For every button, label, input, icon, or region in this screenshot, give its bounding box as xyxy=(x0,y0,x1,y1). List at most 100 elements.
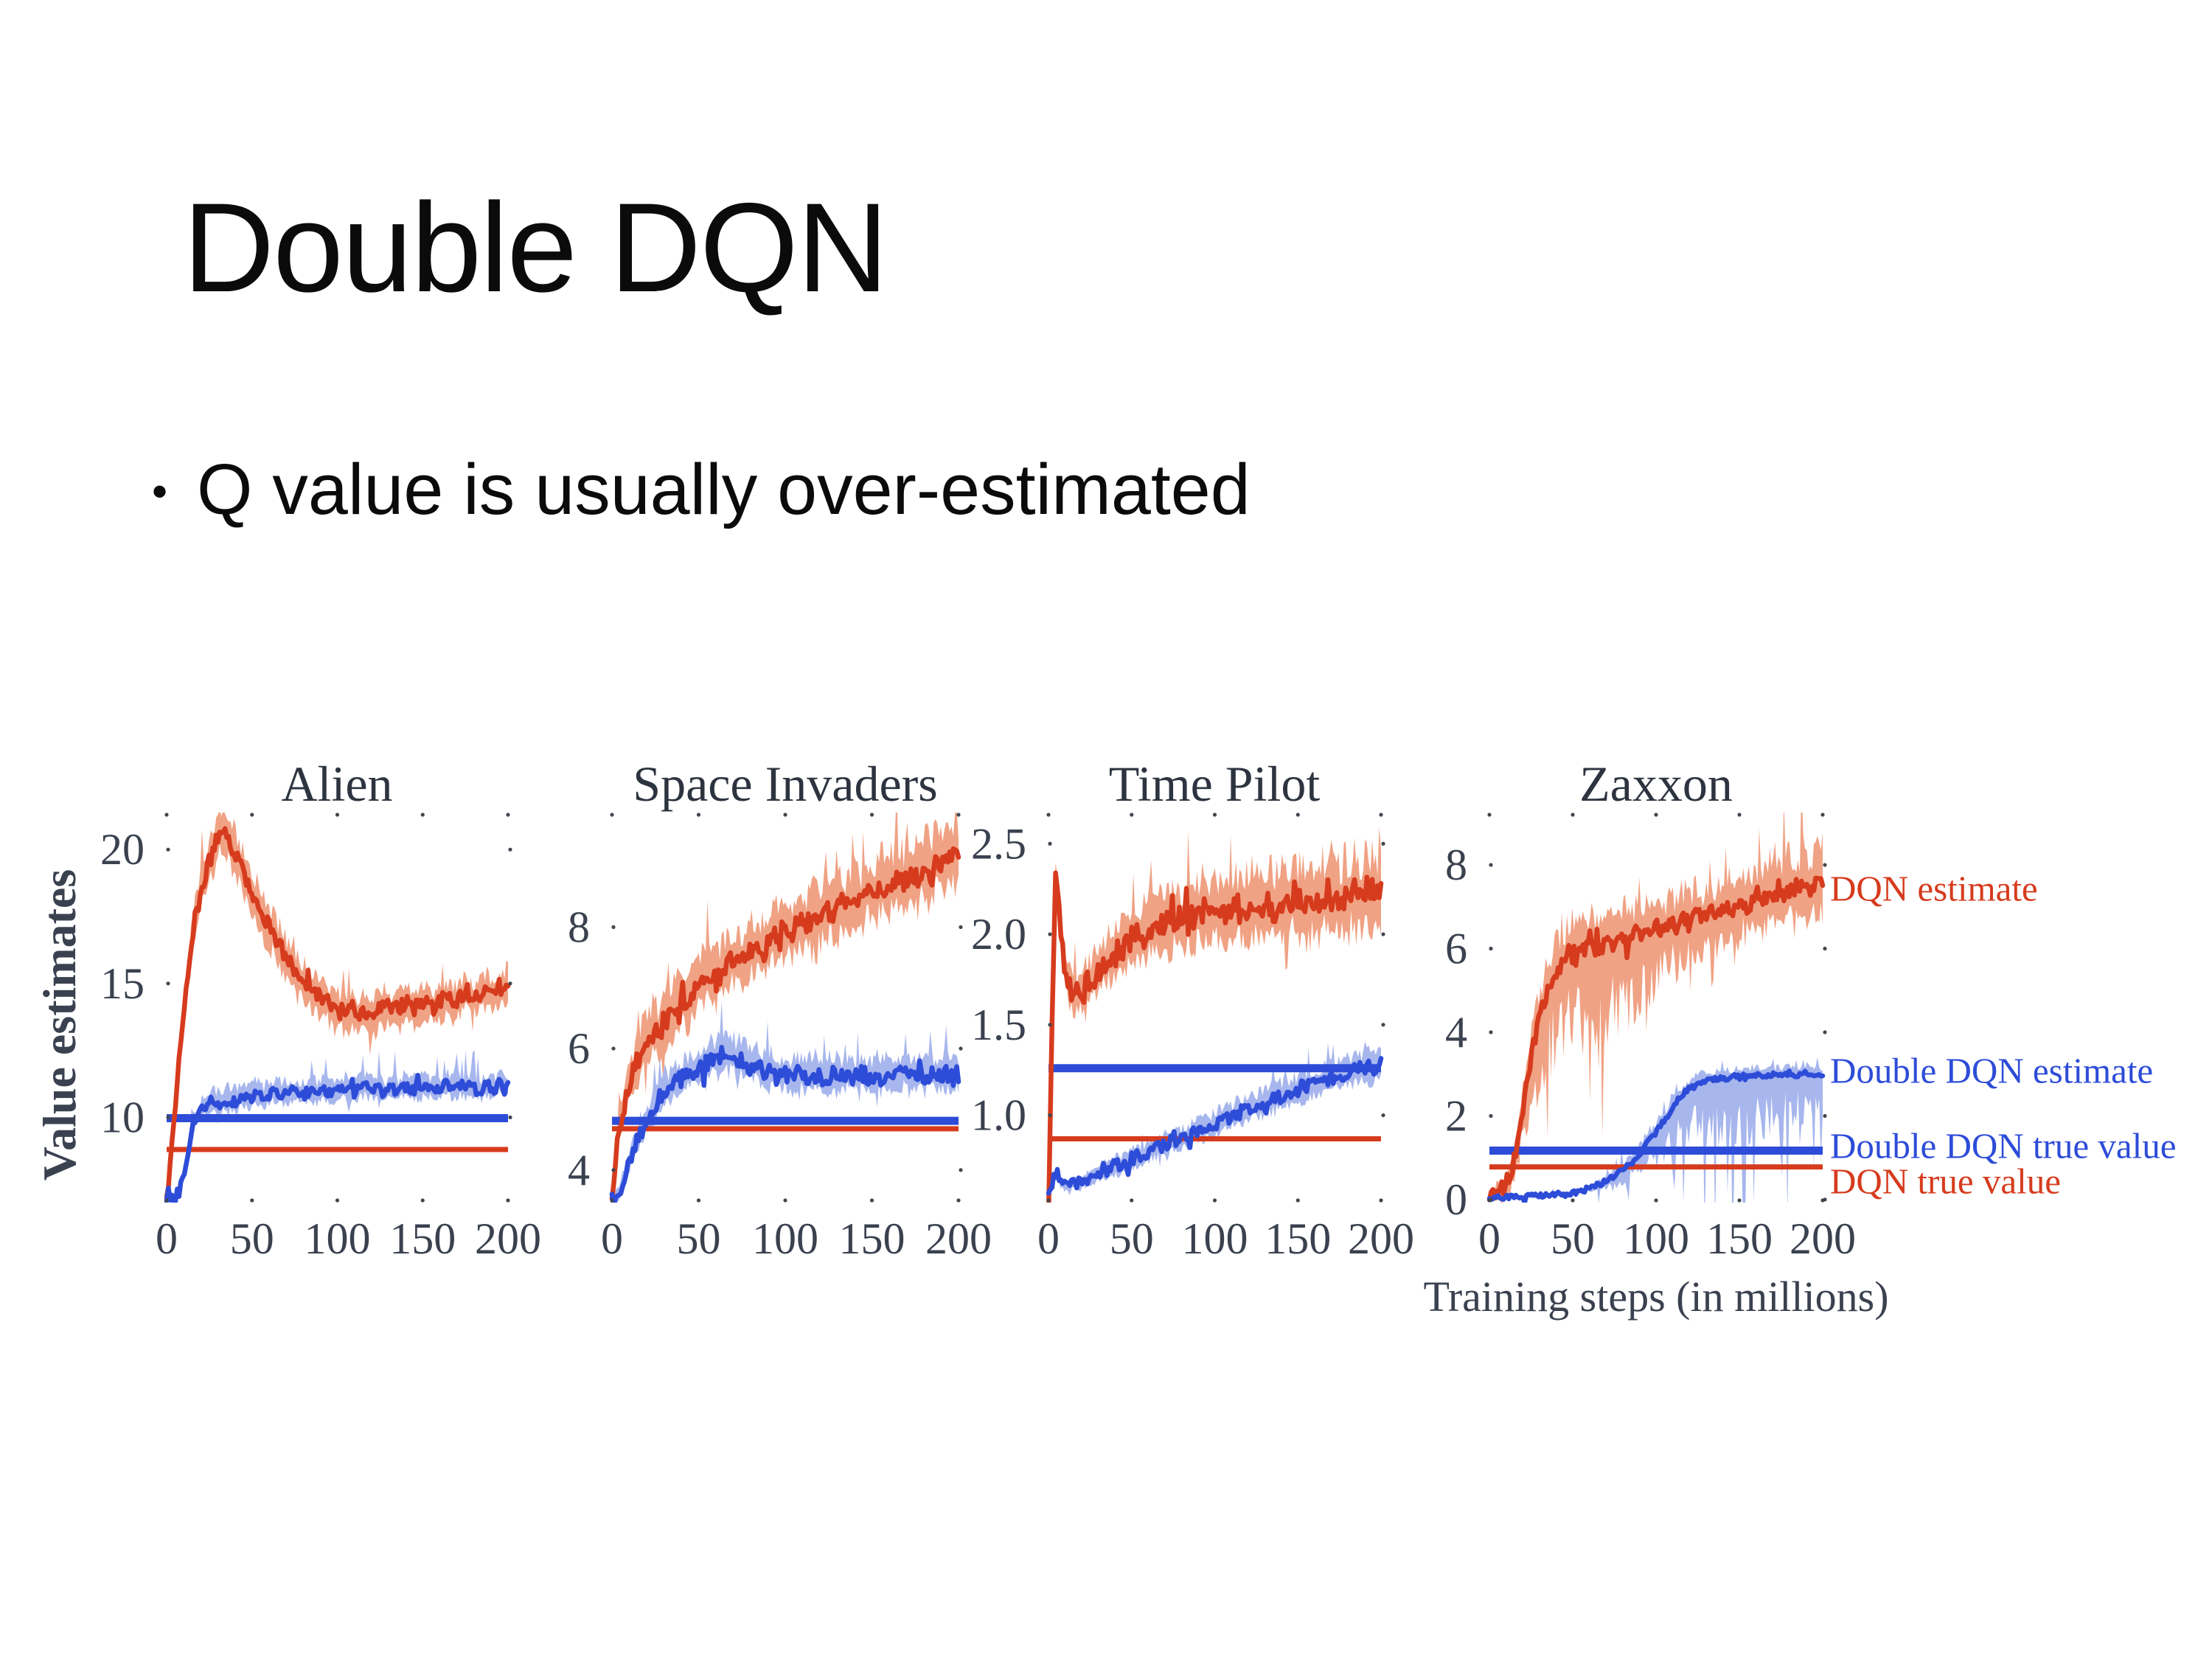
y-tick-label: 1.5 xyxy=(971,1001,1026,1049)
x-tick-mark-top xyxy=(420,813,425,817)
x-tick-mark-bottom xyxy=(1571,1198,1575,1203)
ddqn-uncertainty-band xyxy=(612,1001,959,1203)
x-tick-label: 50 xyxy=(230,1214,274,1263)
y-tick-mark-right xyxy=(1823,946,1827,951)
dqn-uncertainty-band xyxy=(1489,813,1823,1203)
y-tick-label: 2.5 xyxy=(971,819,1026,868)
panel-title-time-pilot: Time Pilot xyxy=(1109,756,1321,812)
x-tick-mark-top xyxy=(1820,813,1825,817)
bullet-item: • Q value is usually over-estimated xyxy=(152,445,1251,534)
y-tick-mark-right xyxy=(508,981,512,986)
x-tick-mark-bottom xyxy=(1295,1198,1300,1203)
x-tick-label: 0 xyxy=(601,1214,623,1263)
y-tick-label: 15 xyxy=(100,959,145,1008)
y-tick-mark-right xyxy=(959,1046,963,1051)
y-tick-label: 4 xyxy=(1445,1008,1467,1057)
x-tick-label: 200 xyxy=(925,1214,992,1263)
x-tick-mark-bottom xyxy=(506,1198,510,1203)
x-tick-mark-bottom xyxy=(420,1198,425,1203)
x-tick-label: 200 xyxy=(1348,1214,1414,1263)
y-tick-label: 10 xyxy=(100,1093,145,1141)
y-tick-mark-left xyxy=(611,925,616,929)
dqn-uncertainty-band xyxy=(612,813,959,1201)
plot-area xyxy=(1486,813,1826,1203)
x-tick-mark-top xyxy=(1379,813,1383,817)
x-tick-label: 150 xyxy=(1265,1214,1331,1263)
panel-space-invaders: 0 50 100 150 200 4 6 8 xyxy=(568,813,992,1263)
x-tick-label: 100 xyxy=(752,1214,818,1263)
ddqn-estimate-line xyxy=(164,1073,511,1203)
x-tick-label: 0 xyxy=(156,1214,178,1263)
x-tick-mark-top xyxy=(610,813,614,817)
x-tick-mark-bottom xyxy=(696,1198,701,1203)
y-tick-mark-left xyxy=(611,1168,616,1172)
ddqn-estimate-line xyxy=(1046,1056,1384,1196)
x-tick-mark-bottom xyxy=(1212,1198,1217,1203)
y-tick-mark-right xyxy=(1823,863,1827,867)
y-tick-label: 6 xyxy=(568,1024,590,1073)
plot-area xyxy=(1046,827,1384,1203)
x-tick-mark-top xyxy=(164,813,169,817)
dqn-estimate-line xyxy=(1046,870,1384,1203)
ddqn-uncertainty-band xyxy=(167,1050,508,1203)
x-tick-mark-bottom xyxy=(1654,1198,1658,1203)
x-tick-mark-top xyxy=(506,813,510,817)
y-tick-mark-right xyxy=(1381,841,1385,846)
dqn-estimate-line xyxy=(609,846,961,1201)
panel-time-pilot: 0 50 100 150 200 1.0 1.5 2.0 2.5 xyxy=(971,813,1414,1263)
x-tick-label: 200 xyxy=(1790,1214,1856,1263)
y-tick-mark-left xyxy=(1048,841,1052,846)
y-tick-mark-left xyxy=(1489,863,1493,867)
x-tick-label: 100 xyxy=(305,1214,371,1263)
x-tick-mark-bottom xyxy=(335,1198,340,1203)
x-tick-mark-top xyxy=(1654,813,1658,817)
x-tick-mark-top xyxy=(1737,813,1742,817)
x-tick-mark-bottom xyxy=(610,1198,614,1203)
x-tick-mark-top xyxy=(1571,813,1575,817)
panel-alien: 0 50 100 150 200 10 15 20 xyxy=(100,813,541,1263)
bullet-text: Q value is usually over-estimated xyxy=(197,449,1251,529)
plot-area xyxy=(609,813,961,1203)
x-tick-mark-top xyxy=(1487,813,1492,817)
x-tick-mark-bottom xyxy=(1046,1198,1051,1203)
panel-title-space-invaders: Space Invaders xyxy=(633,756,937,812)
x-tick-mark-bottom xyxy=(1737,1198,1742,1203)
x-tick-mark-top xyxy=(1130,813,1134,817)
legend-double-dqn-true-value: Double DQN true value xyxy=(1830,1126,2176,1166)
y-tick-mark-right xyxy=(1823,1113,1827,1119)
x-tick-mark-top xyxy=(869,813,874,817)
ddqn-estimate-line xyxy=(1486,1068,1826,1203)
x-tick-mark-top xyxy=(956,813,961,817)
y-tick-label: 2 xyxy=(1445,1091,1467,1140)
x-tick-label: 50 xyxy=(1551,1214,1595,1263)
x-tick-mark-top xyxy=(1046,813,1051,817)
y-tick-mark-right xyxy=(1381,1023,1385,1027)
y-tick-label: 6 xyxy=(1445,925,1467,973)
y-tick-mark-right xyxy=(1381,932,1385,936)
legend-dqn-estimate: DQN estimate xyxy=(1830,869,2038,909)
x-tick-mark-top xyxy=(335,813,340,817)
x-tick-mark-bottom xyxy=(783,1198,787,1203)
y-tick-label: 1.0 xyxy=(971,1091,1026,1140)
y-tick-label: 2.0 xyxy=(971,910,1026,959)
dqn-uncertainty-band xyxy=(1048,827,1381,1200)
panel-title-alien: Alien xyxy=(281,756,392,812)
y-tick-mark-left xyxy=(1048,1113,1052,1118)
x-tick-label: 100 xyxy=(1182,1214,1248,1263)
bullet-glyph: • xyxy=(152,467,168,516)
y-tick-mark-right xyxy=(1381,1113,1385,1118)
x-tick-mark-top xyxy=(1295,813,1300,817)
legend-double-dqn-estimate: Double DQN estimate xyxy=(1830,1051,2153,1091)
x-tick-mark-bottom xyxy=(869,1198,874,1203)
y-tick-mark-right xyxy=(959,1168,963,1172)
y-tick-mark-left xyxy=(166,981,170,986)
y-tick-mark-left xyxy=(1048,932,1052,936)
y-tick-mark-right xyxy=(959,925,963,929)
x-tick-mark-bottom xyxy=(1379,1198,1383,1203)
y-tick-label: 0 xyxy=(1445,1175,1467,1224)
y-tick-mark-left xyxy=(1489,1197,1493,1202)
y-tick-mark-right xyxy=(508,1115,512,1120)
dqn-estimate-line xyxy=(1486,875,1826,1203)
